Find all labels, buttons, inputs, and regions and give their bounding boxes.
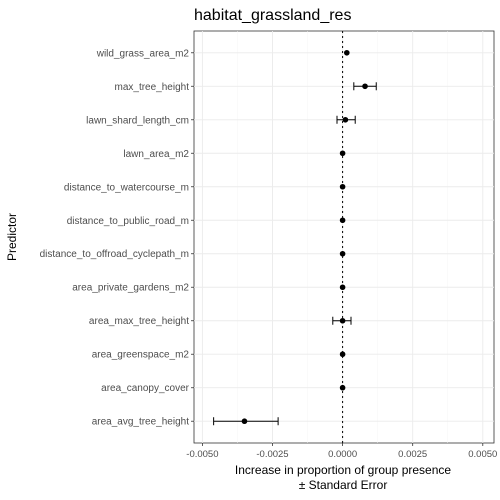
estimate-point — [339, 250, 346, 257]
estimate-point — [339, 150, 346, 157]
estimate-point — [339, 317, 346, 324]
x-tick-label: 0.0025 — [398, 449, 427, 460]
x-tick-label: 0.0050 — [468, 449, 497, 460]
y-tick-label: distance_to_watercourse_m — [64, 182, 189, 193]
x-tick-label: 0.0000 — [328, 449, 357, 460]
chart-title: habitat_grassland_res — [194, 7, 351, 24]
y-tick-label: lawn_shard_length_cm — [86, 115, 189, 126]
estimate-point — [339, 284, 346, 291]
y-tick-label: max_tree_height — [115, 82, 190, 93]
marks-layer — [213, 49, 377, 426]
x-axis: -0.0050 -0.0025 0.0000 0.0025 0.0050 — [186, 443, 497, 460]
estimate-point — [344, 49, 350, 56]
y-axis-title: Predictor — [5, 213, 19, 261]
estimate-point — [339, 183, 346, 190]
estimate-point — [339, 217, 346, 224]
estimate-point — [339, 384, 346, 391]
y-tick-label: area_private_gardens_m2 — [72, 283, 189, 294]
estimate-point — [339, 351, 346, 358]
x-tick-label: -0.0050 — [186, 449, 218, 460]
y-tick-label: distance_to_public_road_m — [67, 216, 189, 227]
x-axis-title-line1: Increase in proportion of group presence — [235, 463, 451, 477]
x-tick-label: -0.0025 — [256, 449, 288, 460]
y-tick-label: area_greenspace_m2 — [92, 350, 190, 361]
y-tick-label: wild_grass_area_m2 — [96, 48, 190, 59]
y-tick-label: area_canopy_cover — [101, 383, 190, 394]
plot-panel — [193, 30, 495, 444]
estimate-point — [342, 116, 349, 123]
estimate-point — [362, 83, 368, 90]
estimate-point — [241, 418, 248, 425]
y-axis: wild_grass_area_m2 max_tree_height lawn_sh… — [40, 48, 194, 428]
y-tick-label: area_max_tree_height — [89, 316, 189, 327]
y-tick-label: area_avg_tree_height — [92, 417, 190, 428]
y-tick-label: lawn_area_m2 — [123, 149, 189, 160]
x-axis-title-line2: ± Standard Error — [299, 478, 388, 492]
y-tick-label: distance_to_offroad_cyclepath_m — [40, 249, 189, 260]
